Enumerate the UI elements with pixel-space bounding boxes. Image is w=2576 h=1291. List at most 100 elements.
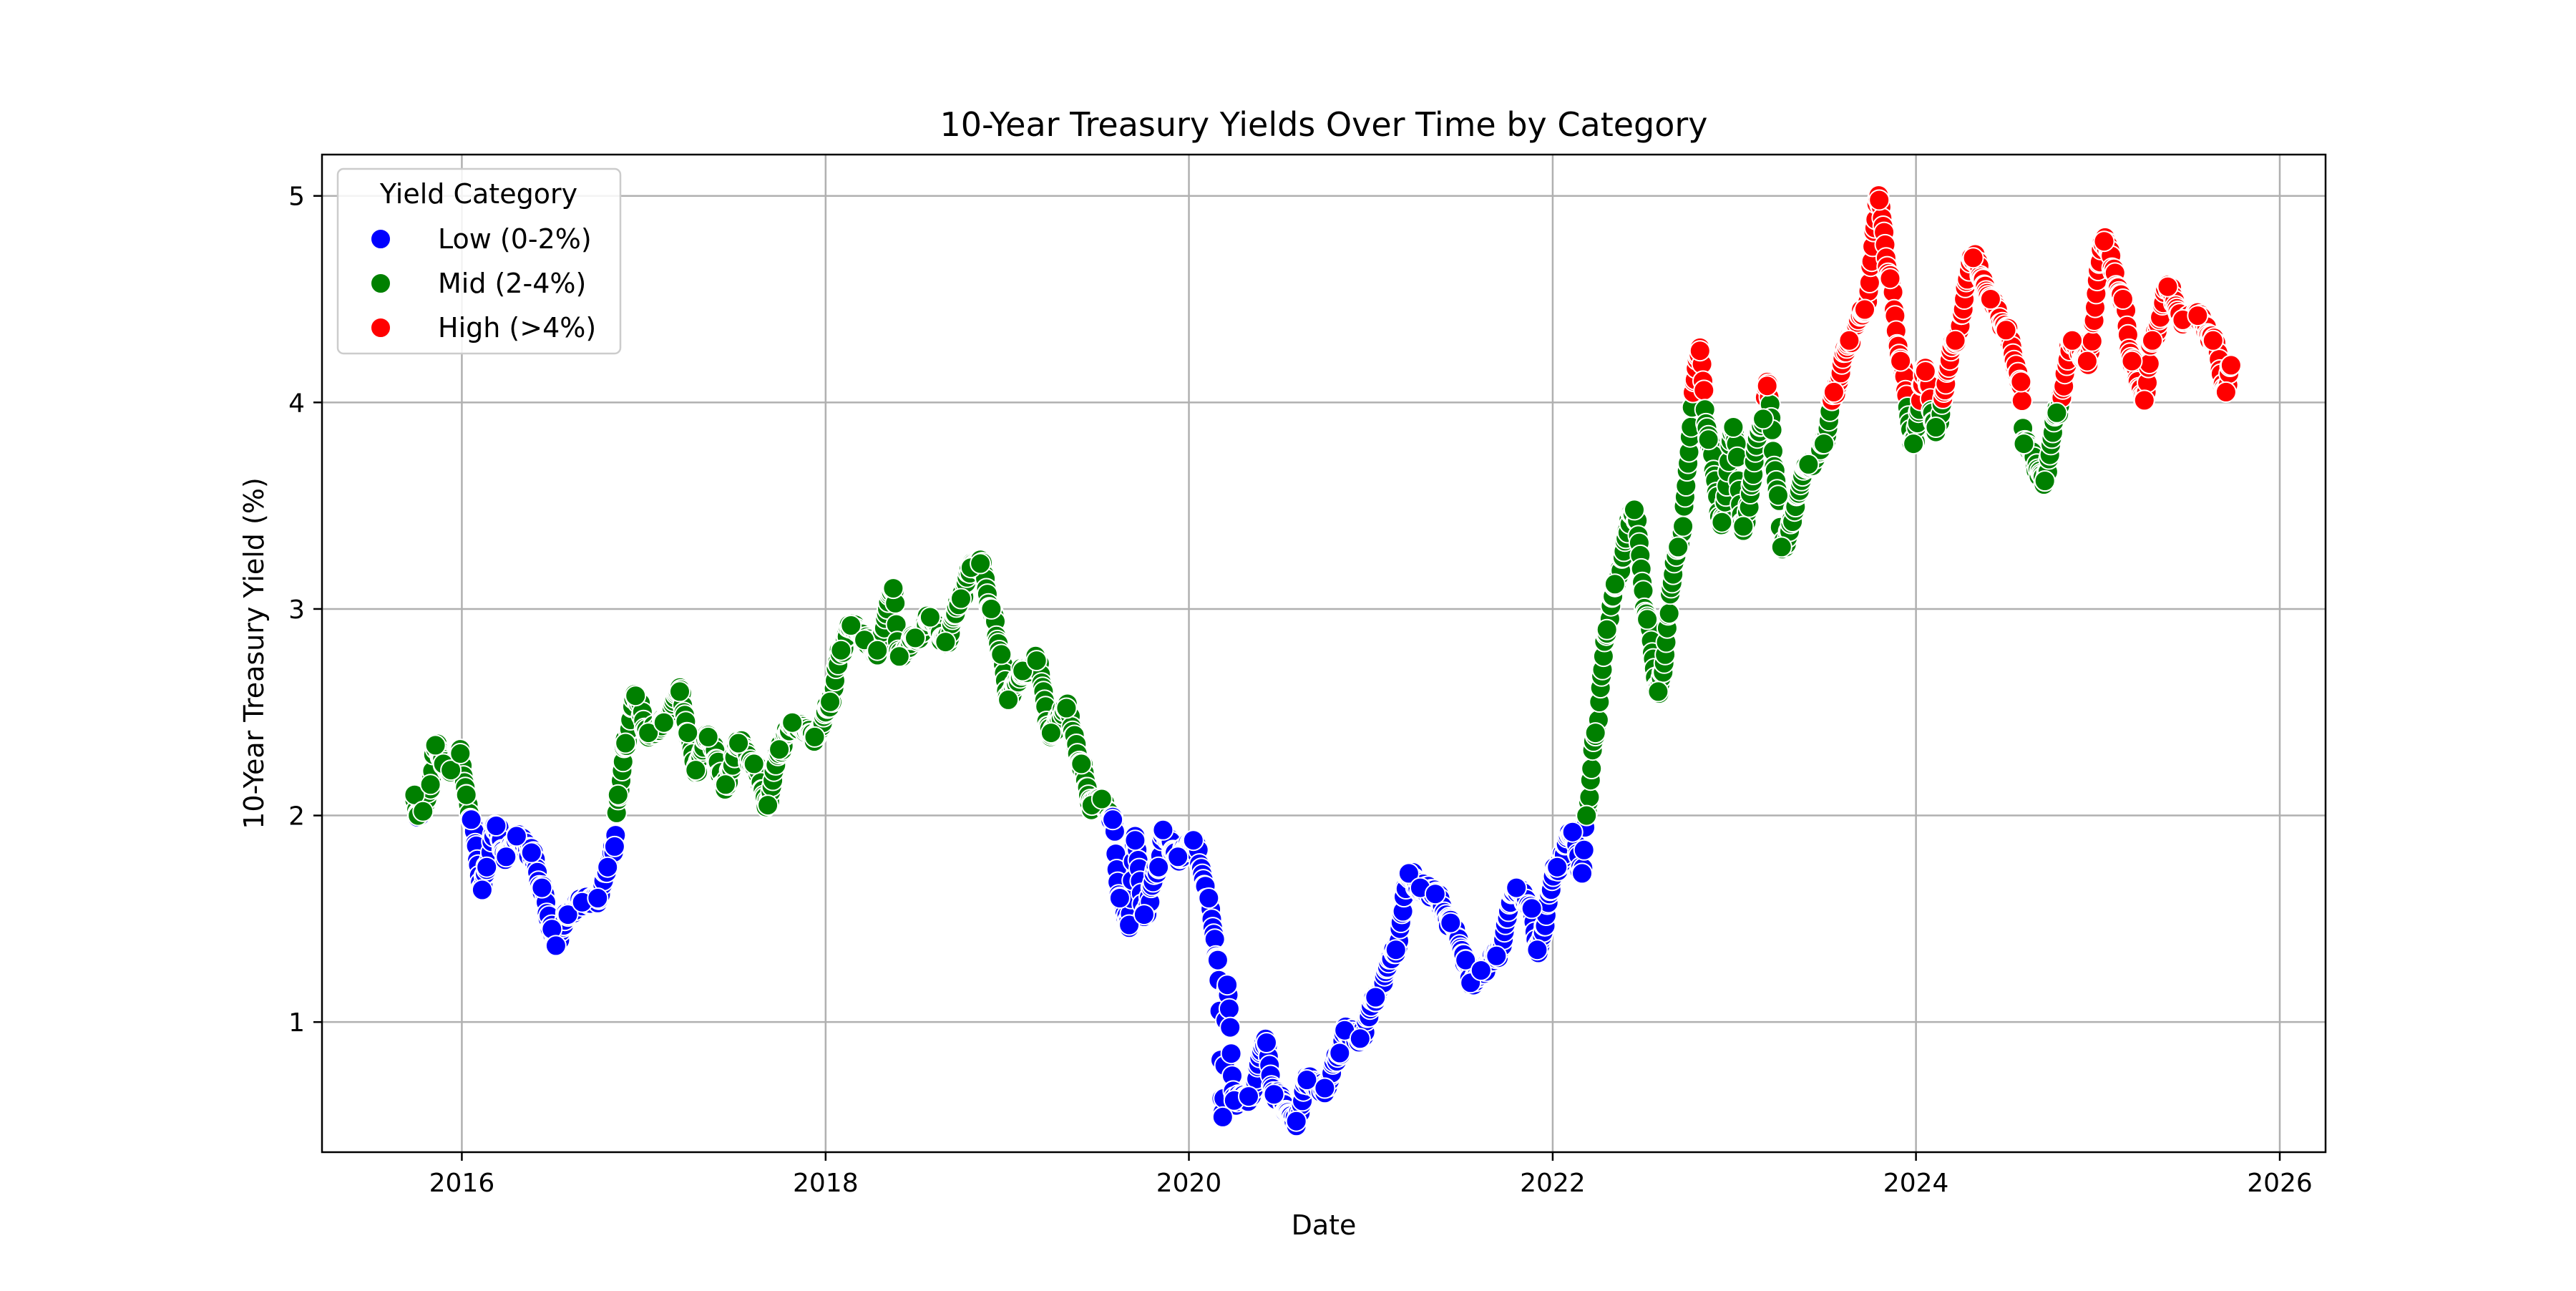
- x-tick-label: 2016: [429, 1169, 495, 1198]
- data-point: [1091, 788, 1113, 810]
- data-point: [919, 606, 941, 628]
- data-point: [2076, 350, 2098, 372]
- x-tick-label: 2020: [1156, 1169, 1222, 1198]
- legend-entry-label: High (>4%): [438, 312, 596, 344]
- y-tick-label: 3: [288, 595, 305, 625]
- data-point: [1711, 511, 1733, 533]
- data-point: [1697, 429, 1719, 451]
- data-point: [1838, 329, 1860, 351]
- data-point: [1102, 809, 1124, 831]
- data-point: [769, 739, 791, 761]
- data-point: [904, 627, 926, 649]
- data-point: [603, 835, 625, 857]
- data-point: [1263, 1083, 1285, 1106]
- data-point: [2062, 329, 2083, 351]
- data-point: [495, 846, 517, 868]
- data-point: [1296, 1069, 1318, 1091]
- data-point: [1329, 1042, 1351, 1064]
- x-tick-label: 2024: [1883, 1169, 1949, 1198]
- data-point: [1693, 379, 1715, 401]
- data-point: [1220, 1043, 1242, 1065]
- data-point: [743, 753, 765, 775]
- data-point: [460, 809, 482, 831]
- data-point: [980, 598, 1002, 620]
- data-point: [888, 646, 910, 668]
- data-point: [2112, 288, 2134, 310]
- data-point: [1314, 1077, 1336, 1099]
- data-point: [1470, 960, 1492, 981]
- legend-entry-label: Mid (2-4%): [438, 268, 586, 299]
- data-point: [520, 842, 542, 864]
- data-point: [1797, 453, 1820, 475]
- data-point: [697, 726, 719, 748]
- data-point: [1546, 856, 1568, 878]
- y-tick-label: 1: [288, 1008, 305, 1038]
- data-point: [1365, 986, 1387, 1008]
- data-point: [840, 615, 862, 636]
- data-point: [1571, 862, 1593, 885]
- data-point: [1440, 912, 1462, 934]
- data-point: [781, 711, 804, 734]
- chart-title: 10-Year Treasury Yields Over Time by Cat…: [940, 105, 1707, 144]
- data-point: [1879, 268, 1901, 290]
- data-point: [2081, 330, 2103, 352]
- gridlines: [322, 155, 2326, 1152]
- data-point: [1070, 753, 1093, 775]
- data-point: [882, 578, 904, 600]
- data-point: [1647, 681, 1669, 703]
- data-point: [1198, 887, 1220, 909]
- data-point: [505, 825, 527, 847]
- data-point: [2121, 350, 2143, 372]
- data-point: [1573, 839, 1595, 861]
- data-point: [1506, 877, 1528, 899]
- data-point: [1211, 1106, 1234, 1128]
- data-point: [1455, 949, 1477, 971]
- data-point: [1025, 650, 1048, 672]
- data-point: [2093, 230, 2115, 253]
- data-point: [1658, 603, 1680, 625]
- data-point: [653, 711, 675, 734]
- data-point: [2046, 401, 2068, 424]
- data-point: [677, 722, 699, 744]
- data-point: [1672, 515, 1694, 537]
- data-point: [2215, 381, 2237, 403]
- data-point: [476, 856, 498, 878]
- data-point: [1108, 887, 1131, 909]
- legend-entries: Low (0-2%) Mid (2-4%) High (>4%): [370, 223, 596, 344]
- data-point: [2034, 470, 2056, 492]
- data-point: [2202, 329, 2224, 351]
- data-point: [1581, 758, 1603, 779]
- x-tick-label: 2026: [2247, 1169, 2313, 1198]
- data-point: [1216, 974, 1239, 996]
- data-point: [531, 877, 553, 899]
- data-point: [1604, 573, 1626, 595]
- data-point: [1596, 618, 1618, 640]
- data-point: [1667, 536, 1689, 558]
- data-point: [867, 639, 889, 661]
- data-point: [587, 887, 609, 909]
- data-point: [1823, 381, 1845, 403]
- x-tick-label: 2018: [793, 1169, 859, 1198]
- x-axis-label: Date: [1292, 1209, 1357, 1241]
- data-point: [485, 815, 507, 837]
- data-point: [440, 759, 462, 781]
- data-point: [2013, 433, 2035, 455]
- data-point: [449, 743, 472, 764]
- data-point: [1148, 856, 1170, 878]
- data-point: [545, 935, 567, 957]
- data-point: [997, 688, 1020, 711]
- legend: Yield Category Low (0-2%) Mid (2-4%) High …: [336, 167, 622, 355]
- data-point: [1055, 697, 1078, 719]
- data-point: [1584, 722, 1606, 744]
- data-point: [2010, 371, 2032, 393]
- data-point: [728, 732, 750, 754]
- data-point: [804, 726, 826, 748]
- data-point: [715, 774, 736, 796]
- data-point: [1636, 608, 1659, 630]
- data-point: [1561, 821, 1584, 843]
- data-point: [1624, 499, 1645, 521]
- data-point: [1424, 883, 1446, 905]
- legend-marker: [370, 273, 391, 294]
- data-point: [1914, 361, 1936, 382]
- legend-marker: [370, 228, 391, 250]
